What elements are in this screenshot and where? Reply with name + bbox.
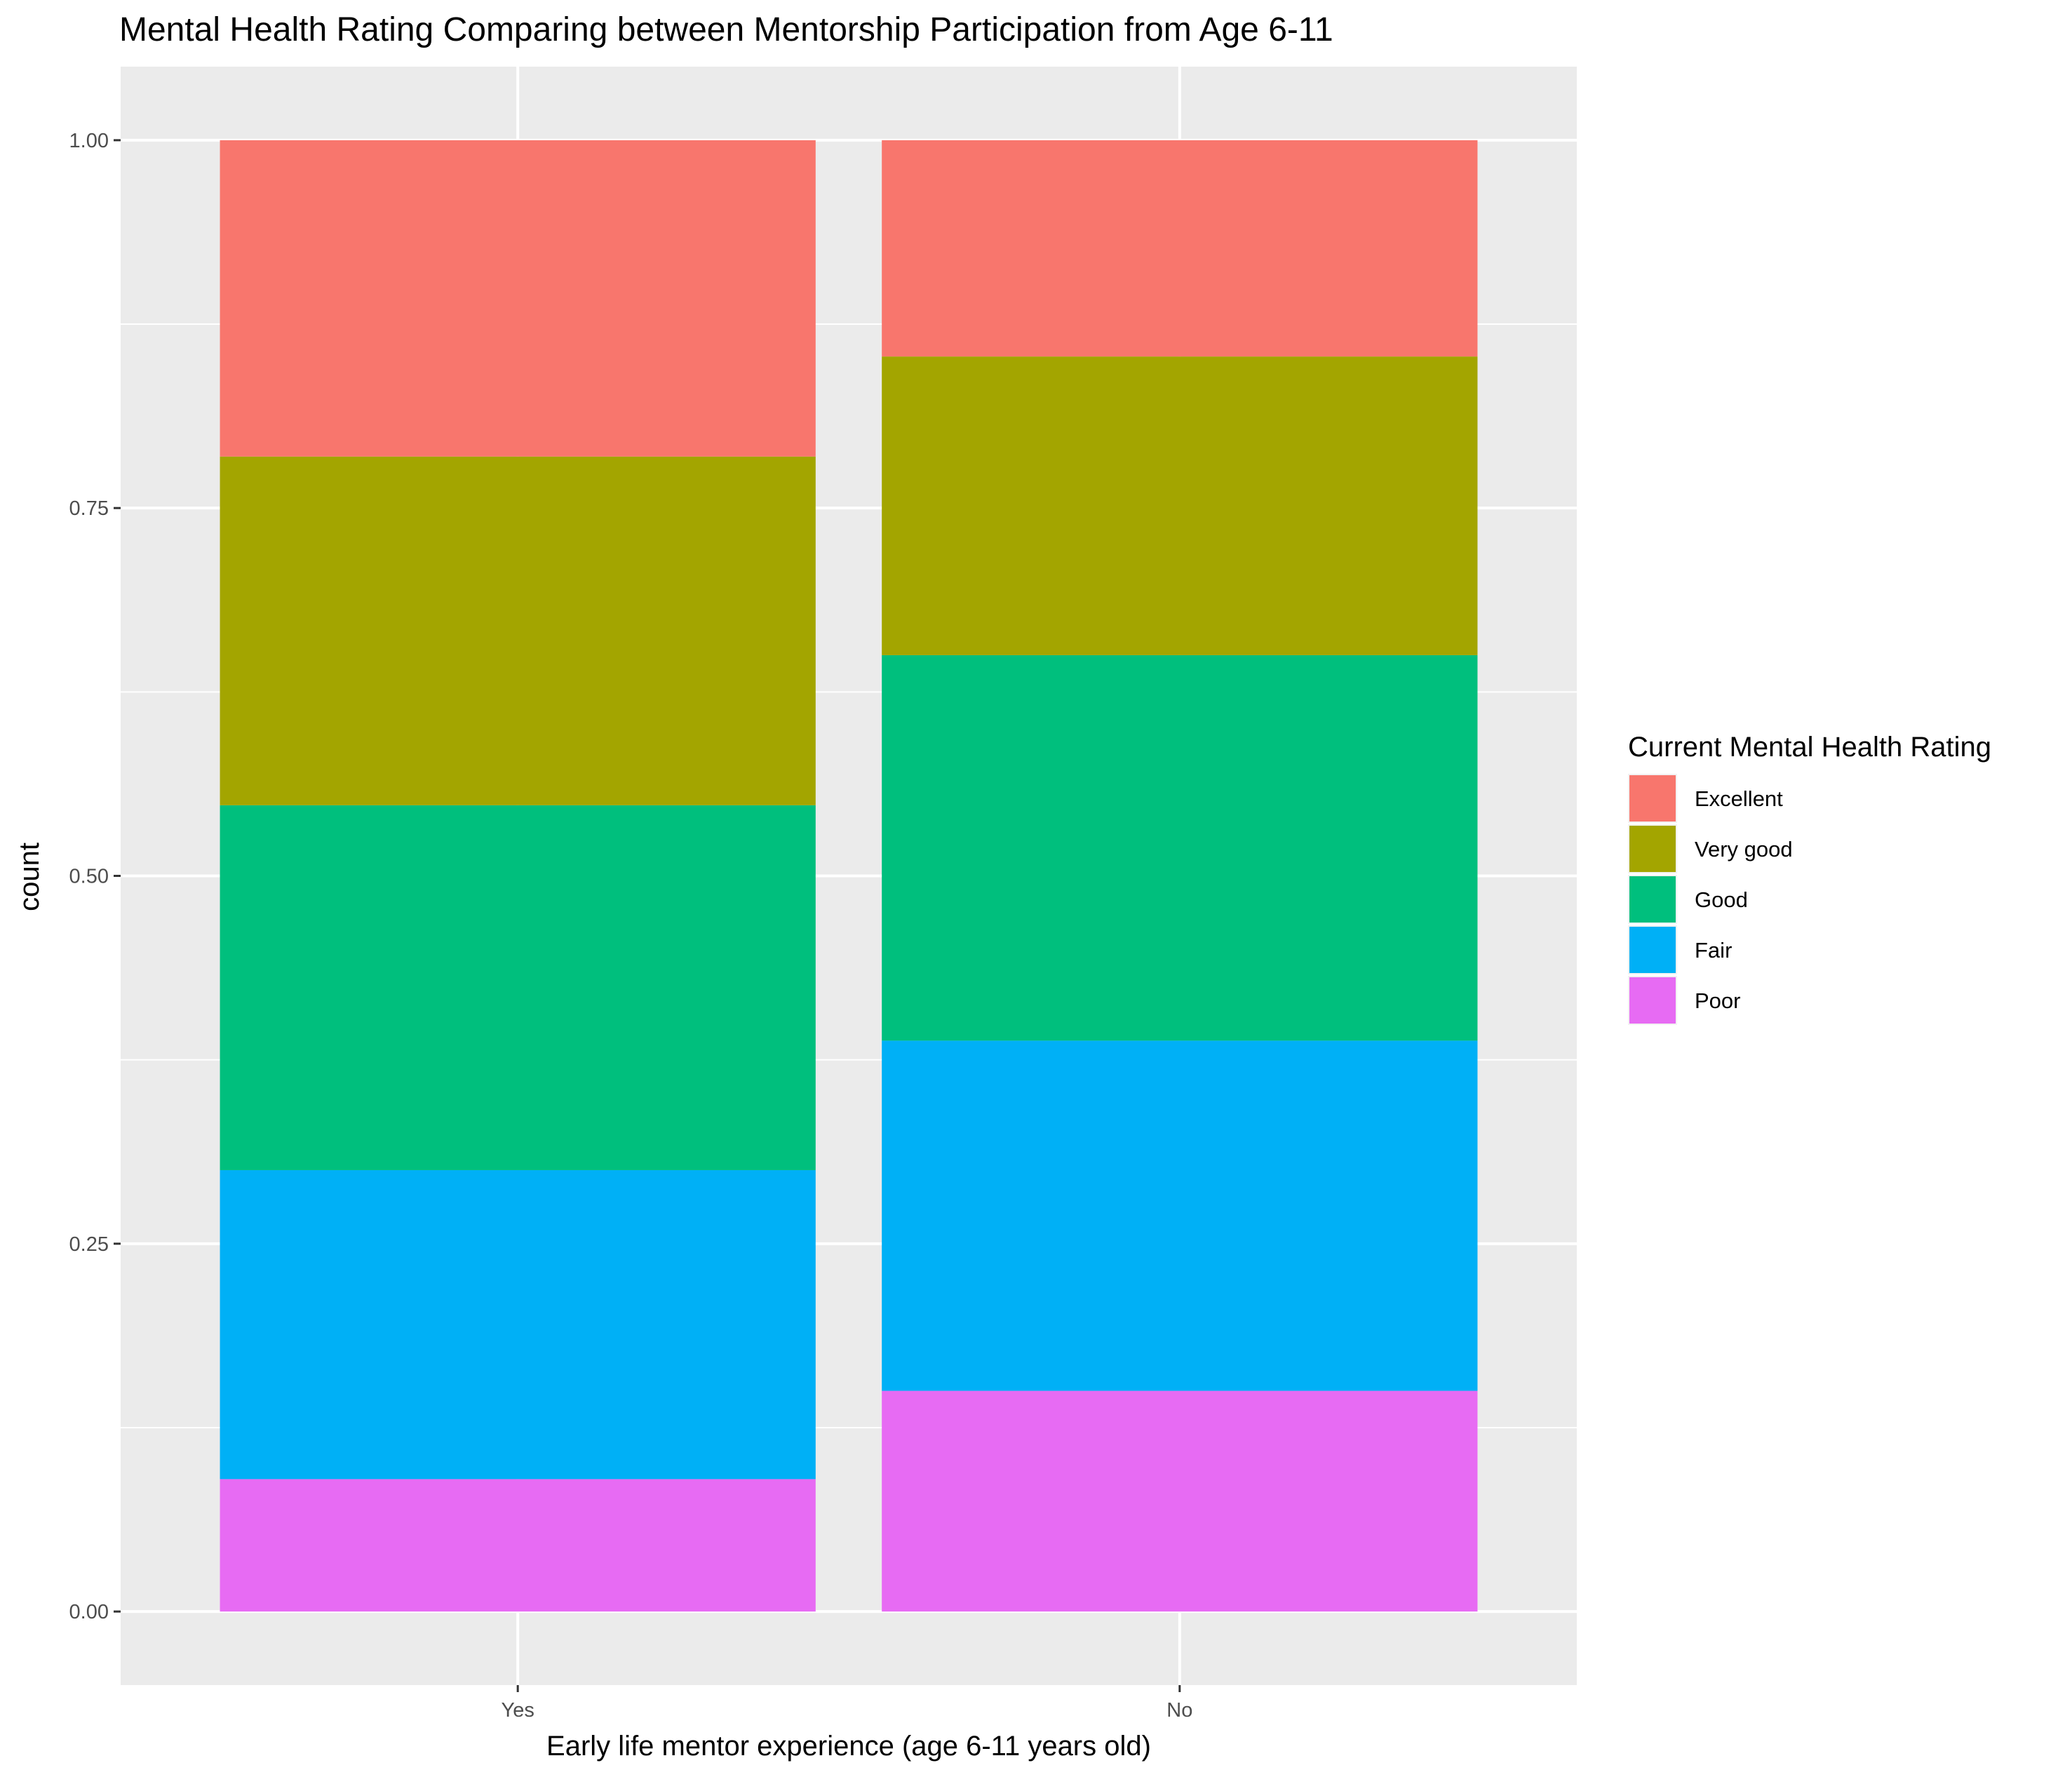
bar-segment-yes-excellent	[220, 140, 816, 457]
legend-label: Fair	[1695, 938, 1732, 963]
bar-segment-no-fair	[882, 1040, 1478, 1391]
bar-segment-yes-very-good	[220, 456, 816, 805]
legend-swatch-fair	[1629, 927, 1676, 973]
x-tick-label: No	[1166, 1699, 1192, 1722]
bar-segment-no-excellent	[882, 140, 1478, 357]
y-tick-label: 0.75	[69, 497, 109, 520]
y-axis-title: count	[14, 843, 45, 911]
legend-swatch-excellent	[1629, 775, 1676, 822]
bar-segment-no-very-good	[882, 356, 1478, 655]
legend-label: Very good	[1695, 837, 1793, 861]
legend-items: Excellent Very good Good Fair Poor	[1628, 774, 1793, 1025]
legend-swatch-poor	[1629, 977, 1676, 1024]
bars	[220, 140, 1478, 1612]
x-axis-title: Early life mentor experience (age 6-11 y…	[546, 1731, 1151, 1762]
bar-segment-yes-poor	[220, 1479, 816, 1612]
legend: Current Mental Health Rating Excellent Ve…	[1628, 732, 1991, 1025]
legend-swatch-very-good	[1629, 826, 1676, 872]
legend-title: Current Mental Health Rating	[1628, 732, 1991, 763]
chart-title: Mental Health Rating Comparing between M…	[119, 11, 1333, 48]
bar-segment-no-poor	[882, 1390, 1478, 1612]
legend-swatch-good	[1629, 876, 1676, 923]
bar-segment-no-good	[882, 655, 1478, 1041]
bar-segment-yes-good	[220, 805, 816, 1170]
y-tick-label: 0.00	[69, 1601, 109, 1623]
legend-label: Poor	[1695, 988, 1740, 1013]
bar-segment-yes-fair	[220, 1169, 816, 1480]
y-tick-label: 0.25	[69, 1233, 109, 1256]
y-tick-label: 1.00	[69, 130, 109, 152]
axes: 0.00 0.25 0.50 0.75 1.00 Yes No	[69, 130, 1193, 1722]
legend-label: Excellent	[1695, 786, 1783, 811]
legend-label: Good	[1695, 887, 1748, 912]
y-tick-label: 0.50	[69, 866, 109, 888]
x-tick-label: Yes	[502, 1699, 534, 1722]
